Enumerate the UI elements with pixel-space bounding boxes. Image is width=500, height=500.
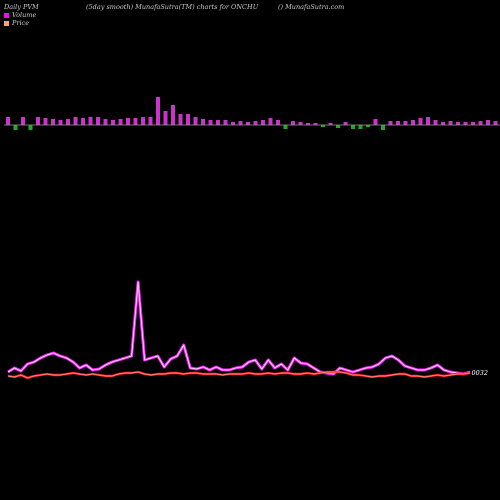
- volume-bar: [336, 125, 340, 128]
- volume-bar: [133, 118, 138, 125]
- volume-swatch-icon: [4, 12, 9, 18]
- volume-bar: [148, 117, 153, 125]
- volume-bar: [351, 125, 355, 129]
- price-value-label: 0032: [471, 369, 488, 377]
- volume-bar: [276, 120, 280, 125]
- volume-bar: [463, 122, 468, 125]
- volume-bar: [201, 119, 205, 125]
- volume-bar: [216, 120, 220, 125]
- volume-bar: [126, 118, 130, 125]
- volume-bar: [456, 122, 460, 125]
- legend-price: Price: [4, 19, 29, 27]
- volume-bar: [21, 117, 25, 125]
- volume-bar: [81, 118, 85, 125]
- volume-bar: [103, 119, 108, 125]
- volume-bar: [43, 118, 48, 125]
- volume-bar: [73, 117, 78, 125]
- price-swatch-icon: [4, 20, 9, 26]
- volume-bar: [411, 120, 415, 125]
- volume-bar: [118, 119, 123, 125]
- volume-bar: [321, 125, 325, 127]
- volume-bar: [238, 121, 243, 125]
- volume-bar: [58, 120, 63, 125]
- volume-bar: [471, 122, 475, 125]
- volume-bar: [388, 121, 393, 125]
- volume-bar: [6, 117, 10, 125]
- volume-line: [7, 281, 471, 375]
- site-label: () MunafaSutra.com: [278, 3, 345, 11]
- volume-bar: [208, 120, 213, 125]
- volume-bar: [366, 125, 370, 127]
- volume-bar: [343, 122, 348, 125]
- volume-bar: [381, 125, 385, 130]
- volume-bar: [36, 117, 40, 125]
- legend-volume: Volume: [4, 11, 36, 19]
- volume-bar: [478, 121, 483, 125]
- price-line: [7, 371, 471, 379]
- volume-bar: [418, 118, 423, 125]
- volume-bar: [246, 122, 250, 125]
- volume-bar: [448, 121, 453, 125]
- volume-line-glow: [7, 280, 471, 376]
- chart-title: (5day smooth) MunafaSutra(TM) charts for…: [86, 3, 259, 11]
- volume-bar: [373, 119, 378, 125]
- volume-bar: [306, 123, 310, 125]
- volume-bar: [328, 123, 333, 125]
- volume-bar: [426, 117, 430, 125]
- volume-bar: [433, 120, 438, 125]
- volume-bar: [261, 120, 265, 125]
- volume-bar: [178, 114, 183, 125]
- volume-bar: [441, 122, 445, 125]
- volume-bar: [493, 121, 498, 125]
- volume-bar: [13, 125, 18, 130]
- volume-bar: [186, 114, 190, 125]
- volume-bar: [291, 121, 295, 125]
- volume-bar: [51, 119, 55, 125]
- volume-bar: [403, 121, 408, 125]
- volume-bar: [313, 123, 318, 125]
- volume-bar: [396, 121, 400, 125]
- volume-bars: [6, 97, 498, 130]
- volume-bar: [486, 120, 490, 125]
- volume-bar: [88, 117, 93, 125]
- legend-volume-label: Volume: [12, 11, 37, 19]
- legend-price-label: Price: [12, 19, 30, 27]
- volume-bar: [111, 120, 115, 125]
- volume-bar: [231, 122, 235, 125]
- volume-bar: [268, 118, 273, 125]
- volume-bar: [358, 125, 363, 129]
- volume-bar: [223, 120, 228, 125]
- volume-bar: [141, 117, 145, 125]
- volume-bar: [163, 111, 168, 125]
- volume-bar: [298, 122, 303, 125]
- volume-bar: [283, 125, 288, 129]
- volume-bar: [66, 119, 70, 125]
- chart-type-label: Daily PVM: [4, 3, 39, 11]
- volume-bar: [193, 117, 198, 125]
- volume-bar: [253, 121, 258, 125]
- volume-bar: [96, 117, 100, 125]
- price-line-glow: [7, 370, 471, 380]
- volume-bar: [156, 97, 160, 125]
- volume-bar: [28, 125, 33, 130]
- volume-bar: [171, 105, 175, 125]
